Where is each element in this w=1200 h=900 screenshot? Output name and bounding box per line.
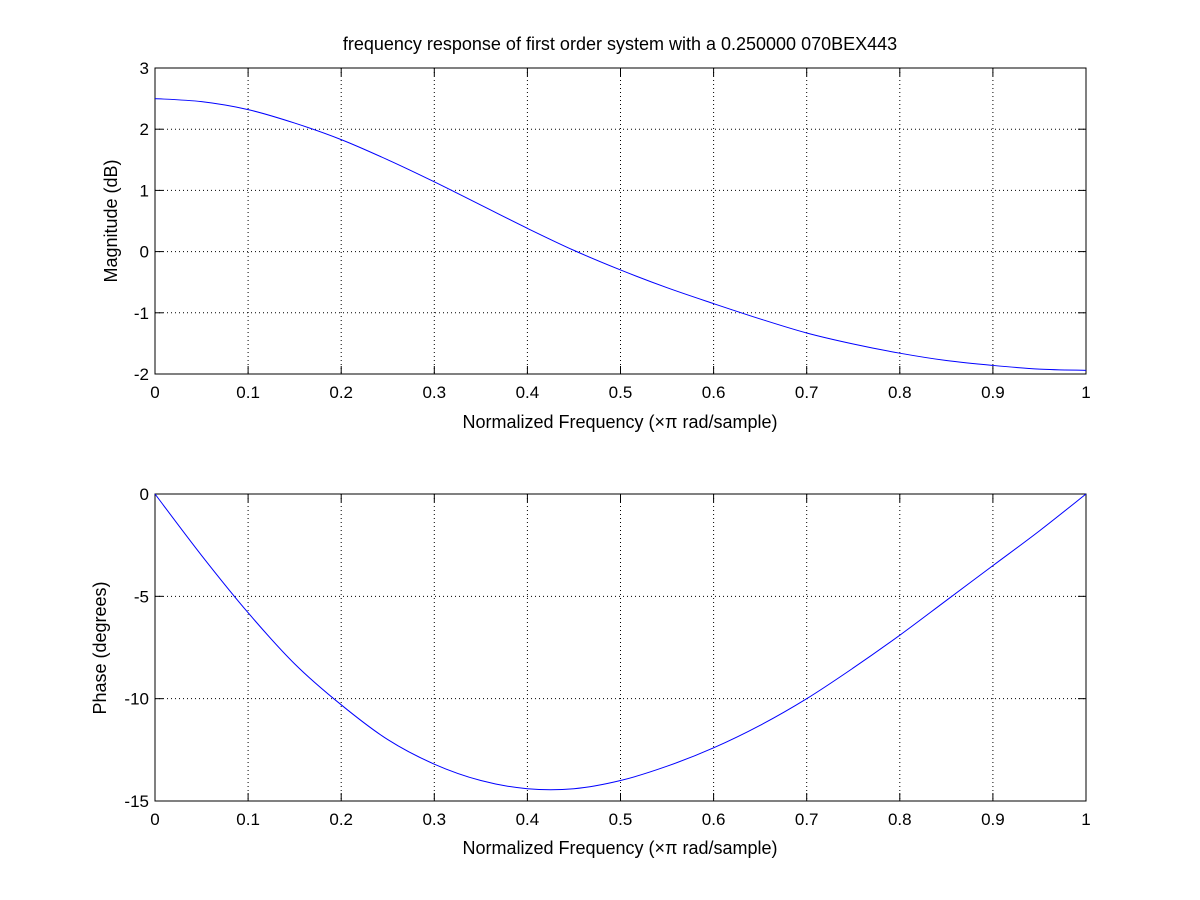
- magnitude-x-tick-label: 0.2: [329, 383, 353, 402]
- phase-series-line: [154, 493, 1087, 791]
- magnitude-y-tick-label: 0: [140, 243, 149, 262]
- magnitude-x-tick-label: 0.8: [888, 383, 912, 402]
- phase-x-tick-label: 0: [150, 810, 159, 829]
- phase-y-tick-label: -5: [134, 587, 149, 606]
- magnitude-y-tick-label: 3: [140, 59, 149, 78]
- chart-title: frequency response of first order system…: [343, 34, 897, 54]
- magnitude-x-tick-label: 1: [1081, 383, 1090, 402]
- phase-x-tick-label: 0.4: [516, 810, 540, 829]
- magnitude-x-tick-label: 0.7: [795, 383, 819, 402]
- phase-y-tick-label: -15: [124, 792, 149, 811]
- magnitude-y-tick-label: -1: [134, 304, 149, 323]
- phase-x-tick-label: 0.1: [236, 810, 260, 829]
- magnitude-x-tick-label: 0.3: [422, 383, 446, 402]
- magnitude-y-axis-label: Magnitude (dB): [101, 159, 121, 282]
- phase-x-tick-label: 0.5: [609, 810, 633, 829]
- magnitude-y-tick-label: 1: [140, 181, 149, 200]
- phase-x-tick-label: 0.7: [795, 810, 819, 829]
- magnitude-x-tick-label: 0.9: [981, 383, 1005, 402]
- phase-x-tick-label: 0.3: [422, 810, 446, 829]
- magnitude-x-tick-label: 0.1: [236, 383, 260, 402]
- phase-y-tick-label: 0: [140, 485, 149, 504]
- phase-x-tick-label: 0.6: [702, 810, 726, 829]
- phase-x-tick-label: 0.9: [981, 810, 1005, 829]
- magnitude-x-tick-label: 0.5: [609, 383, 633, 402]
- phase-tick-marks: [154, 493, 1087, 802]
- phase-x-tick-label: 0.2: [329, 810, 353, 829]
- magnitude-series-line: [154, 98, 1087, 371]
- magnitude-x-tick-label: 0: [150, 383, 159, 402]
- phase-series-group: [154, 493, 1087, 791]
- magnitude-x-tick-label: 0.6: [702, 383, 726, 402]
- magnitude-y-tick-label: -2: [134, 365, 149, 384]
- magnitude-subplot: 0 0.1 0.2 0.3 0.4 0.5 0.6 0.7 0.8 0.9 1 -2 -1 0 1 2 3 f…: [101, 34, 1091, 432]
- magnitude-y-tick-labels: -2 -1 0 1 2 3: [134, 59, 149, 384]
- phase-x-tick-labels: 0 0.1 0.2 0.3 0.4 0.5 0.6 0.7 0.8 0.9 1: [150, 810, 1090, 829]
- phase-axes-box: [154, 493, 1087, 802]
- magnitude-y-tick-label: 2: [140, 120, 149, 139]
- magnitude-x-tick-label: 0.4: [516, 383, 540, 402]
- phase-x-tick-label: 1: [1081, 810, 1090, 829]
- phase-y-tick-labels: -15 -10 -5 0: [124, 485, 149, 811]
- magnitude-tick-marks: [154, 67, 1087, 375]
- phase-y-tick-label: -10: [124, 690, 149, 709]
- magnitude-grid: [155, 68, 1086, 374]
- phase-x-axis-label: Normalized Frequency (×π rad/sample): [462, 838, 777, 858]
- phase-x-tick-label: 0.8: [888, 810, 912, 829]
- magnitude-series-group: [154, 98, 1087, 371]
- magnitude-x-tick-labels: 0 0.1 0.2 0.3 0.4 0.5 0.6 0.7 0.8 0.9 1: [150, 383, 1090, 402]
- magnitude-x-axis-label: Normalized Frequency (×π rad/sample): [462, 412, 777, 432]
- phase-y-axis-label: Phase (degrees): [90, 581, 110, 714]
- phase-subplot: 0 0.1 0.2 0.3 0.4 0.5 0.6 0.7 0.8 0.9 1 -15 -10 -5 0 …: [90, 485, 1091, 858]
